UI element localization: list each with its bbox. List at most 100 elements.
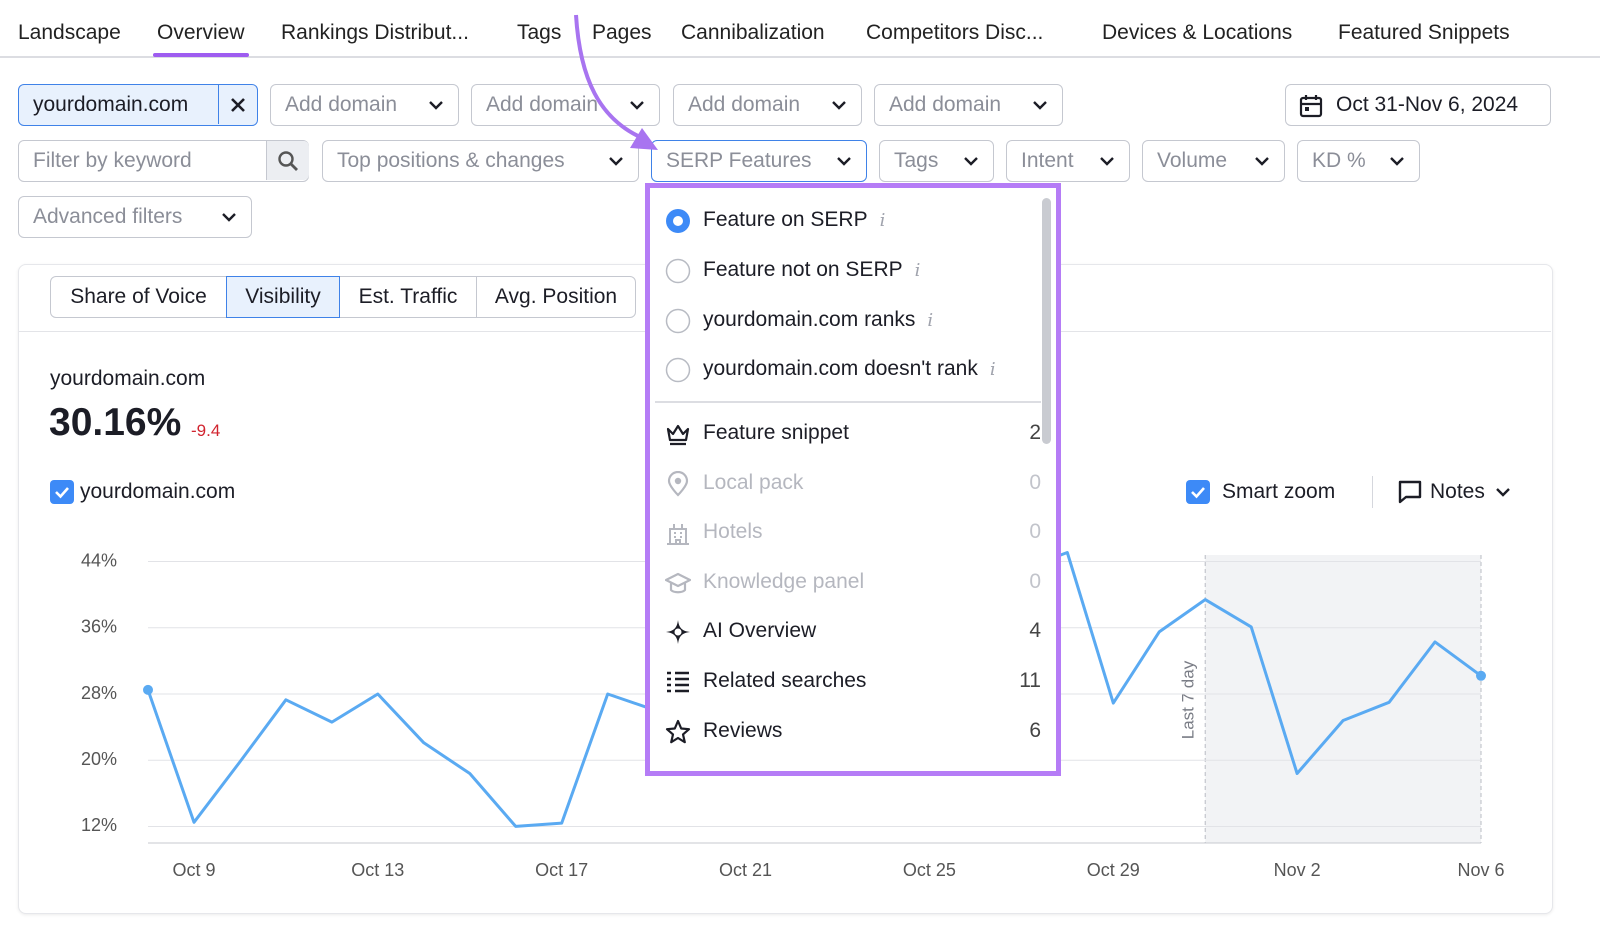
date-picker[interactable]: Oct 31-Nov 6, 2024 <box>1285 84 1551 126</box>
info-icon[interactable]: i <box>879 210 886 231</box>
info-icon[interactable]: i <box>914 260 921 281</box>
notes-icon <box>1398 480 1422 504</box>
feature[interactable]: Reviews <box>665 716 782 746</box>
feature[interactable]: Knowledge panel <box>665 567 864 597</box>
domain-text: yourdomain.com <box>33 93 189 116</box>
metric-tab[interactable]: Visibility <box>226 276 340 318</box>
feature-count: 11 <box>1019 669 1041 692</box>
label: Add domain <box>889 93 1002 116</box>
label: Top positions & changes <box>337 149 565 172</box>
filter-dropdown[interactable]: Tags <box>879 140 994 182</box>
separator <box>1372 476 1373 508</box>
y-tick-label: 44% <box>81 550 117 570</box>
y-tick-label: 20% <box>81 749 117 769</box>
feature-count: 2 <box>1029 421 1041 444</box>
feature-count: 0 <box>1029 471 1041 494</box>
legend-label: yourdomain.com <box>80 480 236 503</box>
tab[interactable]: Devices & Locations <box>1102 21 1293 44</box>
add-domain[interactable]: Add domain <box>673 84 862 126</box>
y-tick-label: 28% <box>81 683 117 703</box>
tab[interactable]: Tags <box>517 21 562 44</box>
feature[interactable]: AI Overview <box>666 616 816 646</box>
keyword-input[interactable]: Filter by keyword <box>18 140 309 182</box>
chevron-path <box>1100 157 1114 166</box>
chevron <box>1390 157 1404 166</box>
tab[interactable]: Cannibalization <box>681 21 825 44</box>
filter-dropdown[interactable]: Intent <box>1006 140 1130 182</box>
label: Add domain <box>688 93 801 116</box>
active-tab-underline <box>153 53 249 57</box>
filter-dropdown[interactable]: Volume <box>1142 140 1285 182</box>
chevron-path <box>609 157 623 166</box>
feature-label: Related searches <box>703 669 867 692</box>
chevron <box>837 157 851 166</box>
option-label: yourdomain.com ranks <box>703 308 916 331</box>
search-button[interactable] <box>266 141 309 180</box>
notes-label: Notes <box>1430 480 1485 503</box>
metric-tab[interactable]: Est. Traffic <box>339 276 477 318</box>
x-tick-label: Oct 9 <box>172 860 215 880</box>
chevron <box>222 213 236 222</box>
info-icon[interactable]: i <box>927 310 934 331</box>
metric-tab[interactable]: Avg. Position <box>476 276 636 318</box>
tab[interactable]: Rankings Distribut... <box>281 21 469 44</box>
x-tick-label: Oct 29 <box>1087 860 1140 880</box>
serp-features-dropdown: Feature on SERP i Feature not on SERP i yo… <box>645 183 1061 776</box>
feature[interactable]: Local pack <box>667 468 803 498</box>
filter-dropdown[interactable]: SERP Features <box>651 140 867 182</box>
chevron-path <box>837 157 851 166</box>
filter-dropdown[interactable]: KD % <box>1297 140 1420 182</box>
x-tick-label: Oct 17 <box>535 860 588 880</box>
calendar-icon <box>1299 95 1323 118</box>
option[interactable]: yourdomain.com ranks i <box>665 305 934 335</box>
y-tick-label: 12% <box>81 815 117 835</box>
feature[interactable]: Feature snippet <box>666 418 849 448</box>
chevron-path <box>1390 157 1404 166</box>
tab[interactable]: Competitors Disc... <box>866 21 1044 44</box>
chevron <box>609 157 623 166</box>
feature-count: 4 <box>1029 619 1041 642</box>
filter-dropdown[interactable]: Top positions & changes <box>322 140 639 182</box>
tab[interactable]: Landscape <box>18 21 121 44</box>
add-domain[interactable]: Add domain <box>270 84 459 126</box>
feature-icon <box>665 572 691 594</box>
radio-ring <box>665 357 691 383</box>
domain-chip[interactable]: yourdomain.com <box>18 84 258 126</box>
label: Intent <box>1021 149 1074 172</box>
radio-ring <box>665 308 691 334</box>
feature-count: 0 <box>1029 570 1041 593</box>
advanced-filters[interactable]: Advanced filters <box>18 196 252 238</box>
feature[interactable]: Related searches <box>667 666 867 696</box>
placeholder: Filter by keyword <box>33 149 192 172</box>
add-domain[interactable]: Add domain <box>874 84 1063 126</box>
chevron-path <box>429 101 443 110</box>
option[interactable]: yourdomain.com doesn't rank i <box>665 354 996 384</box>
label: Add domain <box>486 93 599 116</box>
end-point <box>143 684 153 695</box>
smart-zoom-checkbox[interactable] <box>1186 480 1210 504</box>
y-tick-label: 36% <box>81 617 117 637</box>
feature-icon <box>667 524 689 545</box>
option[interactable]: Feature not on SERP i <box>665 255 921 285</box>
chevron <box>1255 157 1269 166</box>
chevron <box>964 157 978 166</box>
legend-checkbox[interactable] <box>50 480 74 504</box>
radio <box>665 308 691 334</box>
radio <box>666 209 690 233</box>
notes-button[interactable]: Notes <box>1398 478 1511 506</box>
tab[interactable]: Featured Snippets <box>1338 21 1510 44</box>
feature-icon <box>667 471 689 497</box>
summary-value: 30.16% <box>49 401 182 444</box>
label: Advanced filters <box>33 205 183 228</box>
info-icon[interactable]: i <box>989 359 996 380</box>
remove-domain[interactable] <box>218 85 257 124</box>
chevron-path <box>964 157 978 166</box>
label: KD % <box>1312 149 1366 172</box>
tab[interactable]: Overview <box>157 21 245 44</box>
radio-dot <box>673 216 683 226</box>
feature[interactable]: Hotels <box>667 517 763 547</box>
metric-tab[interactable]: Share of Voice <box>50 276 227 318</box>
end-point <box>1476 670 1486 681</box>
option[interactable]: Feature on SERP i <box>666 205 886 235</box>
feature-label: Feature snippet <box>703 421 849 444</box>
